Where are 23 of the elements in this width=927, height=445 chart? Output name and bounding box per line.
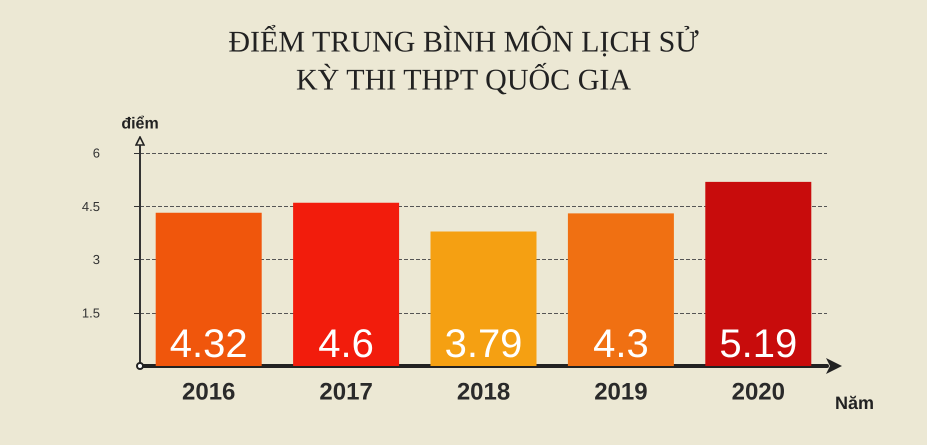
data-label: 4.32 [170,322,248,366]
x-tick-label: 2017 [319,378,373,406]
chart-subtitle: KỲ THI THPT QUỐC GIA [296,62,632,96]
bar [293,202,400,366]
x-tick-label: 2019 [594,378,648,406]
x-tick-label: 2020 [732,378,785,406]
data-label: 5.19 [719,322,798,366]
data-label: 3.79 [444,322,522,366]
x-axis-title: Năm [835,393,874,413]
y-tick-label: 4.5 [82,198,100,214]
bar [430,232,536,366]
data-label: 4.6 [318,322,374,366]
x-tick-label: 2018 [456,378,510,406]
y-tick-label: 3 [92,252,100,268]
y-axis-title: điểm [121,116,159,132]
y-tick-label: 6 [92,146,100,161]
bar [568,213,674,366]
chart-title: ĐIỂM TRUNG BÌNH MÔN LỊCH SỬ [228,24,700,58]
bar [705,182,812,366]
data-label: 4.3 [593,322,649,366]
x-tick-label: 2016 [182,378,236,406]
bar [156,212,262,366]
y-tick-label: 1.5 [82,305,100,320]
